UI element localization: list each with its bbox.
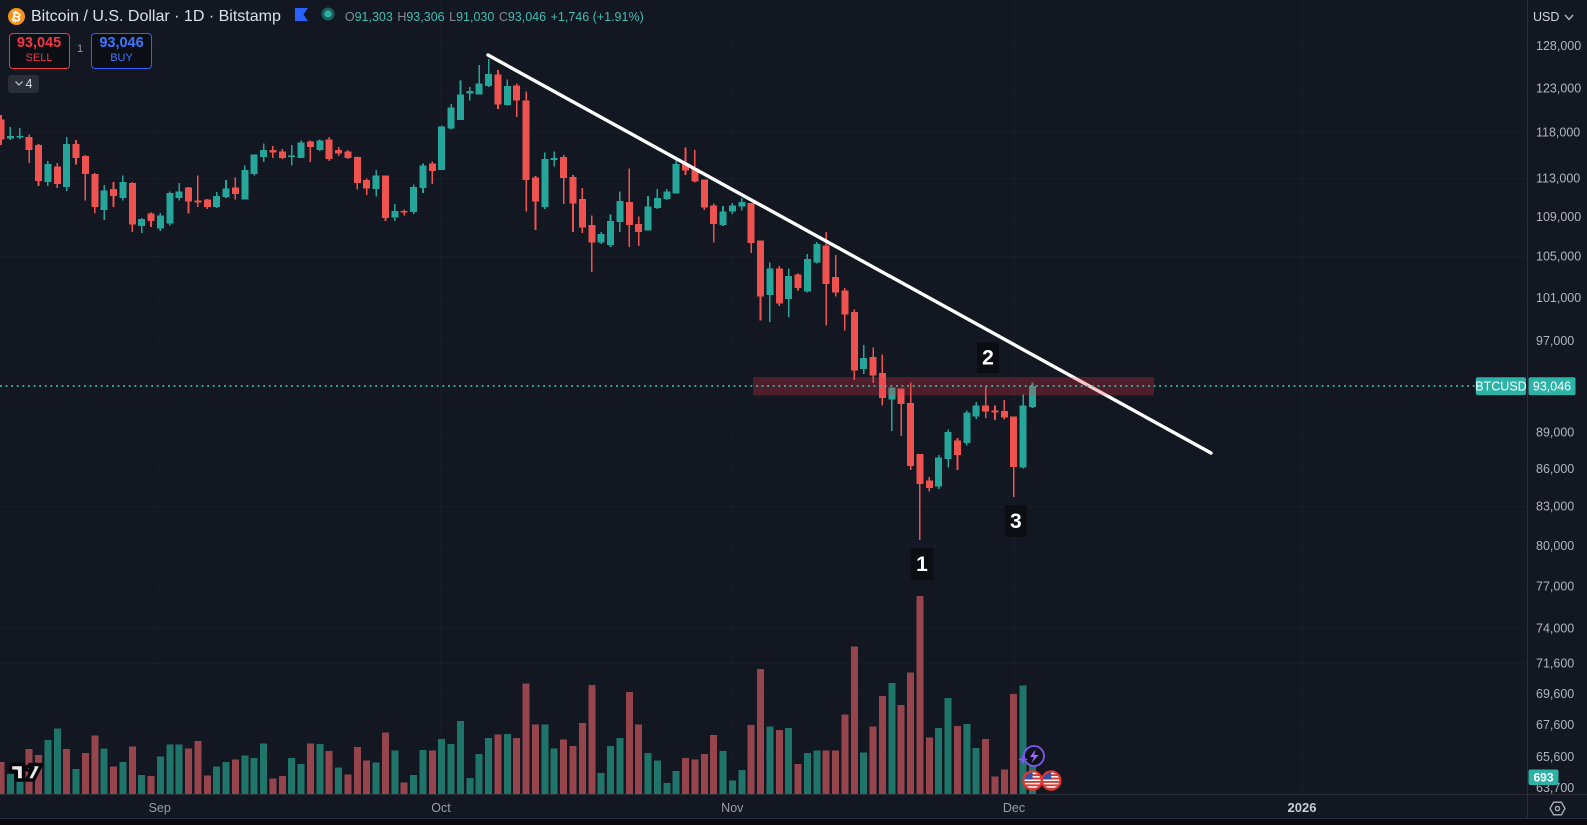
- svg-text:1: 1: [916, 553, 928, 576]
- svg-text:2026: 2026: [1288, 800, 1317, 815]
- svg-text:65,600: 65,600: [1536, 750, 1574, 764]
- svg-text:105,000: 105,000: [1536, 250, 1581, 264]
- svg-text:Oct: Oct: [431, 801, 451, 815]
- svg-text:67,600: 67,600: [1536, 718, 1574, 732]
- svg-text:123,000: 123,000: [1536, 82, 1581, 96]
- svg-text:97,000: 97,000: [1536, 334, 1574, 348]
- svg-text:Nov: Nov: [721, 801, 744, 815]
- svg-text:89,000: 89,000: [1536, 426, 1574, 440]
- svg-text:113,000: 113,000: [1536, 172, 1580, 186]
- svg-text:77,000: 77,000: [1536, 579, 1574, 593]
- svg-text:BTCUSD: BTCUSD: [1475, 380, 1526, 394]
- svg-text:93,046: 93,046: [1533, 380, 1571, 394]
- svg-text:80,000: 80,000: [1536, 539, 1574, 553]
- svg-text:2: 2: [982, 347, 994, 370]
- svg-text:83,000: 83,000: [1536, 500, 1574, 514]
- svg-text:109,000: 109,000: [1536, 210, 1581, 224]
- svg-text:86,000: 86,000: [1536, 462, 1574, 476]
- svg-text:Sep: Sep: [149, 801, 171, 815]
- svg-text:69,600: 69,600: [1536, 687, 1574, 701]
- svg-text:Dec: Dec: [1003, 801, 1025, 815]
- svg-text:118,000: 118,000: [1536, 126, 1580, 140]
- svg-text:128,000: 128,000: [1536, 39, 1581, 53]
- svg-text:101,000: 101,000: [1536, 291, 1581, 305]
- svg-text:USD: USD: [1533, 10, 1559, 24]
- svg-text:74,000: 74,000: [1536, 622, 1574, 636]
- svg-text:71,600: 71,600: [1536, 657, 1574, 671]
- svg-text:693: 693: [1533, 771, 1553, 785]
- svg-text:3: 3: [1010, 510, 1022, 533]
